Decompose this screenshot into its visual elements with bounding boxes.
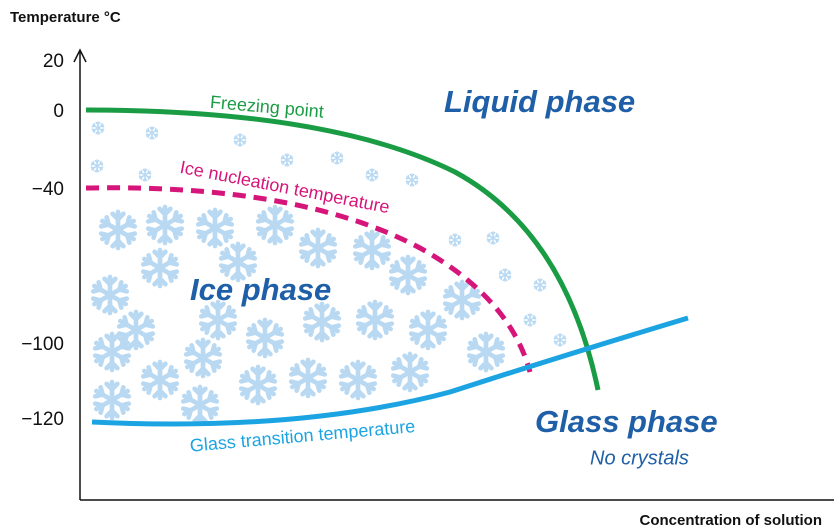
- snowflake: [358, 302, 391, 338]
- snowflake: [533, 278, 547, 292]
- snowflake: [291, 360, 324, 396]
- snowflake: [143, 250, 176, 286]
- y-axis-arrow: [73, 48, 87, 63]
- snowflake: [90, 159, 104, 173]
- snowflake: [145, 126, 159, 140]
- snowflake: [201, 302, 234, 338]
- snowflake: [405, 173, 419, 187]
- snowflake: [280, 153, 294, 167]
- snowflake: [301, 230, 334, 266]
- nucleation-curve: [85, 185, 533, 373]
- region-label: Liquid phase: [444, 84, 635, 119]
- snowflake: [95, 382, 128, 418]
- y-tick-label: −40: [32, 179, 64, 200]
- snowflake: [469, 334, 502, 370]
- snowflake: [330, 151, 344, 165]
- snowflake: [355, 232, 388, 268]
- snowflake: [486, 231, 500, 245]
- glass-transition-curve: [91, 315, 689, 427]
- snowflake: [448, 233, 462, 247]
- snowflake: [553, 333, 567, 347]
- snowflake: [523, 313, 537, 327]
- region-label: Glass phase: [535, 404, 718, 439]
- y-tick-label: 20: [43, 51, 64, 72]
- snowflake: [233, 133, 247, 147]
- snowflake: [143, 362, 176, 398]
- snowflake: [91, 121, 105, 135]
- snowflake: [93, 277, 126, 313]
- region-note: No crystals: [590, 447, 689, 469]
- region-label: Ice phase: [190, 272, 331, 307]
- snowflake: [393, 354, 426, 390]
- snowflake: [248, 320, 281, 356]
- x-axis-label: Concentration of solution: [640, 512, 822, 529]
- y-tick-label: −120: [21, 409, 64, 430]
- snowflake: [258, 207, 291, 243]
- y-axis-label: Temperature °C: [10, 9, 121, 26]
- freezing-curve: [85, 107, 601, 391]
- y-tick-label: −100: [21, 334, 64, 355]
- snowflake: [95, 334, 128, 370]
- snowflake: [138, 168, 152, 182]
- snowflake: [101, 212, 134, 248]
- y-tick-label: 0: [53, 101, 64, 122]
- snowflake: [148, 207, 181, 243]
- snowflake: [186, 340, 219, 376]
- snowflake: [198, 210, 231, 246]
- snowflake: [341, 362, 374, 398]
- snowflake: [411, 312, 444, 348]
- snowflake: [365, 168, 379, 182]
- snowflake: [305, 304, 338, 340]
- snowflake: [498, 268, 512, 282]
- snowflake: [391, 257, 424, 293]
- y-ticks: 20 0 −40 −100 −120: [21, 51, 64, 430]
- snowflake: [241, 367, 274, 403]
- snowflake: [183, 387, 216, 423]
